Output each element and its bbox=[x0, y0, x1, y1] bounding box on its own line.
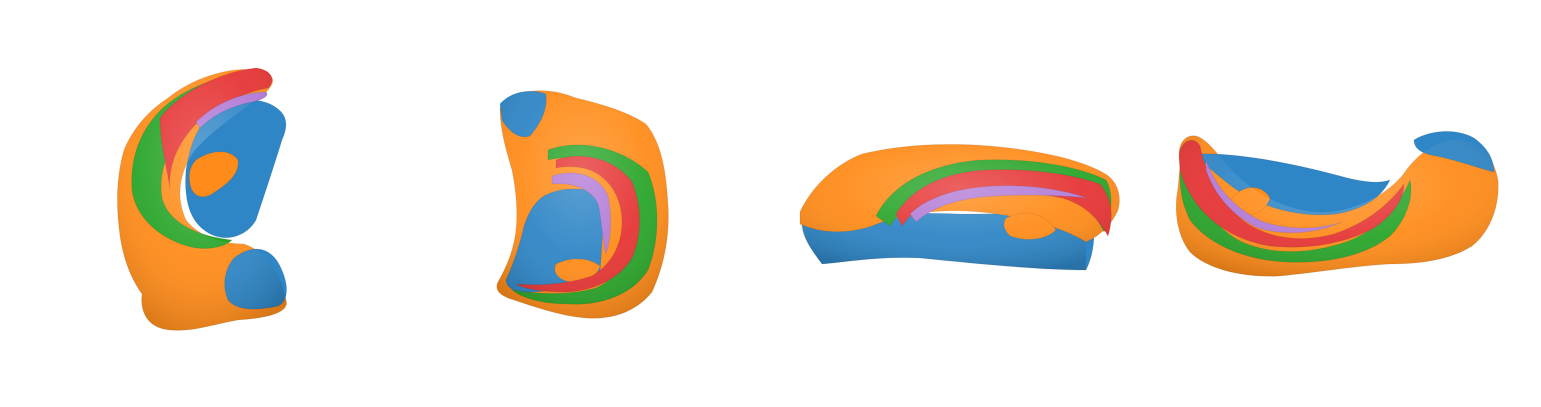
view-1-shading bbox=[117, 69, 287, 331]
view-4 bbox=[1175, 130, 1499, 277]
view-3-shading bbox=[800, 144, 1120, 270]
view-4-shading bbox=[1176, 135, 1499, 277]
view-3 bbox=[799, 143, 1120, 271]
view-2 bbox=[496, 90, 669, 319]
view-2-shading bbox=[496, 90, 669, 319]
view-1 bbox=[116, 67, 287, 331]
view-1-orange-patch bbox=[188, 151, 239, 198]
